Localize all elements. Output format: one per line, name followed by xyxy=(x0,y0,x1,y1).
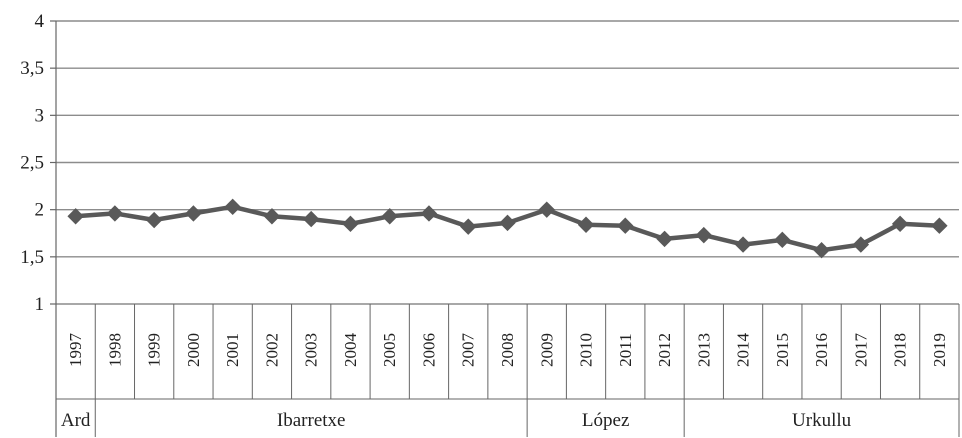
y-tick-label: 4 xyxy=(35,11,45,32)
grid-lines xyxy=(56,20,959,305)
data-point xyxy=(420,205,438,222)
y-axis-tick-labels: 1 1,5 2 2,5 3 3,5 4 xyxy=(20,11,44,315)
axes xyxy=(50,20,57,437)
x-tick-label: 2007 xyxy=(459,333,478,368)
x-tick-label: 2016 xyxy=(812,333,831,367)
group-label: Ard xyxy=(61,410,91,431)
x-tick-label: 2003 xyxy=(302,333,321,367)
x-tick-label: 1997 xyxy=(66,333,85,368)
x-tick-label: 2012 xyxy=(655,333,674,367)
y-tick-label: 3 xyxy=(35,105,45,126)
data-point xyxy=(656,230,673,248)
data-point xyxy=(499,214,516,232)
data-point xyxy=(381,208,398,225)
data-point xyxy=(695,226,713,244)
data-point xyxy=(852,236,870,253)
x-tick-label: 2000 xyxy=(184,333,203,367)
data-point xyxy=(263,208,281,225)
data-point xyxy=(302,210,320,228)
x-tick-label: 1998 xyxy=(105,333,124,367)
y-tick-label: 3,5 xyxy=(20,58,44,79)
data-point xyxy=(577,216,595,233)
x-tick-label: 2005 xyxy=(380,333,399,367)
x-tick-label: 2004 xyxy=(341,333,360,368)
x-tick-label: 2009 xyxy=(537,333,556,367)
x-tick-label: 2015 xyxy=(773,333,792,367)
x-tick-label: 2018 xyxy=(891,333,910,367)
y-tick-label: 2 xyxy=(35,200,45,221)
data-point-markers xyxy=(67,198,948,259)
data-point xyxy=(774,231,791,249)
data-point xyxy=(342,215,359,233)
x-tick-label: 2010 xyxy=(577,333,596,367)
y-tick-label: 1,5 xyxy=(20,247,44,268)
x-tick-label: 2014 xyxy=(734,333,753,368)
data-point xyxy=(813,242,830,259)
x-tick-label: 2013 xyxy=(694,333,713,367)
x-tick-label: 2006 xyxy=(419,333,438,367)
x-tick-label: 2002 xyxy=(262,333,281,367)
x-tick-label: 2008 xyxy=(498,333,517,367)
x-tick-label: 2019 xyxy=(930,333,949,367)
x-axis-category-table: 1997 1998 1999 2000 2001 2002 2003 2004 2005 2006… xyxy=(55,304,960,437)
data-point xyxy=(460,218,477,235)
x-tick-label: 2011 xyxy=(616,333,635,366)
data-point xyxy=(145,211,163,229)
x-tick-label: 1999 xyxy=(145,333,164,367)
x-tick-label: 2017 xyxy=(851,333,870,368)
y-tick-label: 1 xyxy=(35,294,45,315)
x-tick-label: 2001 xyxy=(223,333,242,367)
data-point xyxy=(106,205,124,222)
data-point xyxy=(185,205,202,222)
data-point xyxy=(734,236,752,253)
data-point xyxy=(891,215,909,233)
data-point xyxy=(538,201,555,218)
data-point xyxy=(224,198,241,216)
y-tick-label: 2,5 xyxy=(20,153,44,174)
data-point xyxy=(931,217,948,234)
group-label: López xyxy=(582,410,629,431)
data-point xyxy=(617,217,634,234)
data-point xyxy=(67,208,84,225)
group-label: Ibarretxe xyxy=(277,410,346,431)
group-label: Urkullu xyxy=(792,410,852,431)
